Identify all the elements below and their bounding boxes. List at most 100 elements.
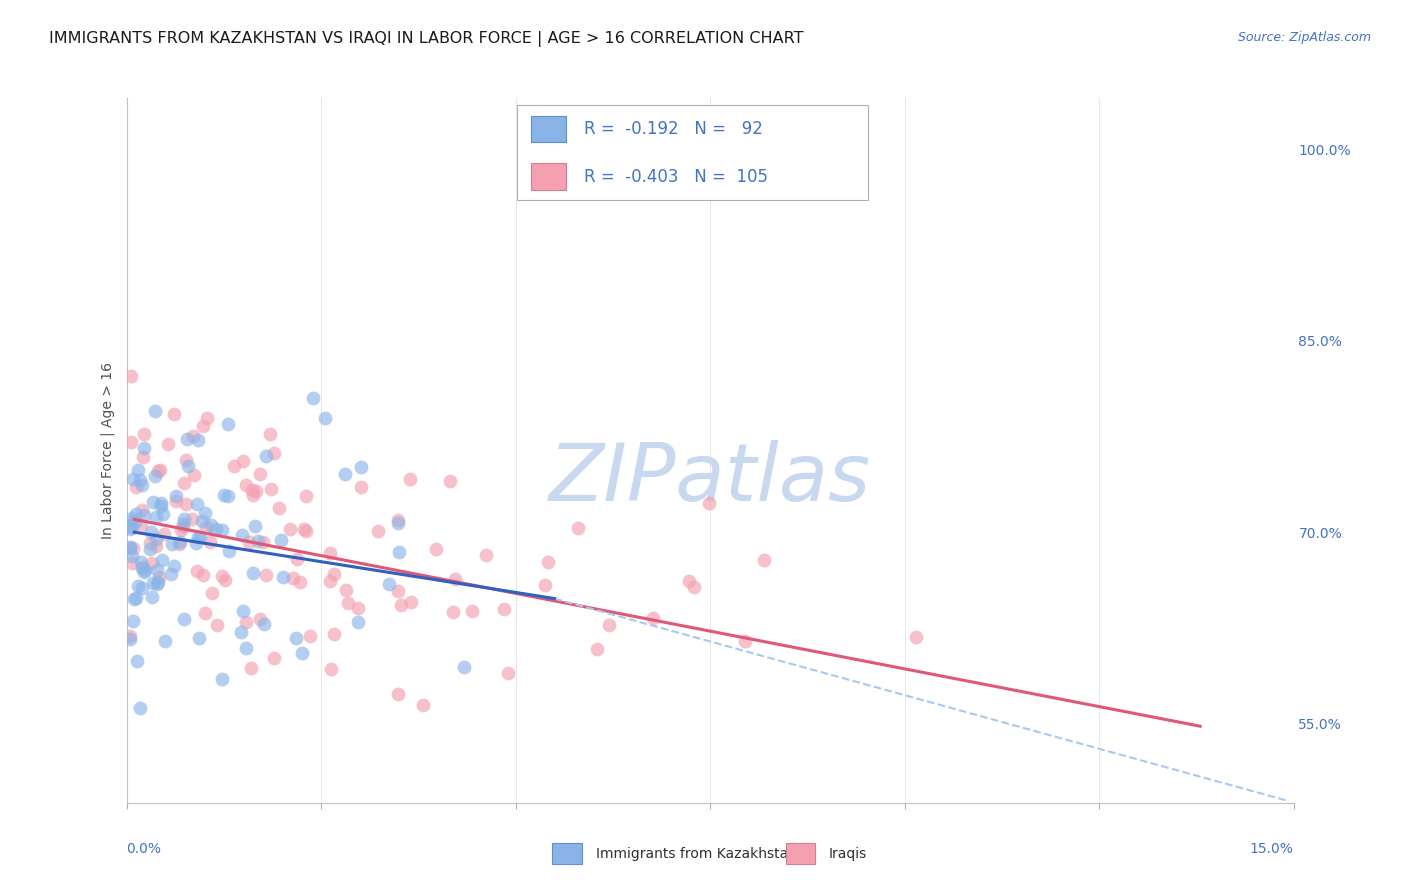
Point: [295, 489, 318, 503]
Point: [350, 460, 373, 475]
Point: [247, 533, 270, 548]
Point: [145, 510, 167, 524]
Point: [141, 524, 163, 539]
Point: [235, 615, 257, 630]
Text: ZIPatlas: ZIPatlas: [548, 440, 872, 517]
Point: [253, 617, 276, 632]
Point: [125, 507, 148, 521]
Point: [269, 501, 291, 516]
Point: [124, 480, 146, 494]
Point: [295, 524, 318, 538]
Y-axis label: In Labor Force | Age > 16: In Labor Force | Age > 16: [101, 362, 115, 539]
Point: [904, 630, 927, 644]
Point: [399, 594, 422, 608]
Point: [346, 600, 368, 615]
Point: [139, 541, 162, 556]
Point: [186, 564, 208, 578]
Point: [252, 534, 274, 549]
Bar: [553, 843, 582, 864]
Point: [291, 646, 314, 660]
Point: [177, 458, 200, 473]
Point: [643, 611, 665, 625]
Point: [534, 577, 557, 591]
Point: [157, 437, 180, 451]
Point: [132, 441, 155, 455]
Point: [125, 591, 148, 606]
Point: [205, 618, 228, 632]
Point: [319, 574, 342, 588]
Point: [586, 641, 609, 656]
Point: [283, 571, 305, 585]
Point: [218, 543, 240, 558]
Point: [129, 518, 152, 533]
Point: [153, 634, 176, 648]
Point: [211, 568, 233, 582]
Bar: [531, 116, 567, 142]
Point: [132, 560, 155, 574]
Point: [314, 411, 336, 425]
Point: [173, 512, 195, 526]
Point: [323, 627, 346, 641]
Point: [120, 629, 142, 643]
Text: IMMIGRANTS FROM KAZAKHSTAN VS IRAQI IN LABOR FORCE | AGE > 16 CORRELATION CHART: IMMIGRANTS FROM KAZAKHSTAN VS IRAQI IN L…: [49, 31, 804, 47]
Point: [222, 459, 245, 474]
Point: [121, 556, 143, 570]
Point: [350, 480, 373, 494]
Point: [494, 602, 516, 616]
Point: [145, 539, 167, 553]
Point: [389, 598, 412, 612]
Point: [194, 606, 217, 620]
Point: [146, 575, 169, 590]
Point: [121, 614, 143, 628]
Point: [232, 454, 254, 468]
Point: [145, 532, 167, 546]
Point: [129, 555, 152, 569]
Point: [260, 482, 283, 496]
Point: [120, 632, 142, 647]
Point: [235, 478, 257, 492]
Point: [319, 547, 342, 561]
Point: [131, 561, 153, 575]
Point: [183, 467, 205, 482]
Point: [270, 533, 292, 547]
Point: [678, 574, 700, 589]
Point: [263, 651, 285, 665]
Point: [165, 490, 187, 504]
Point: [148, 570, 170, 584]
Point: [254, 567, 277, 582]
Point: [537, 555, 560, 569]
Point: [240, 483, 263, 497]
Point: [212, 488, 235, 502]
Point: [195, 410, 218, 425]
Point: [231, 528, 253, 542]
Point: [149, 463, 172, 477]
Point: [242, 566, 264, 581]
Point: [169, 523, 191, 537]
Point: [141, 591, 163, 605]
Point: [188, 631, 211, 645]
Point: [191, 568, 214, 582]
Point: [302, 391, 325, 405]
Point: [131, 477, 153, 491]
Point: [496, 665, 519, 680]
Point: [335, 583, 357, 598]
Point: [245, 484, 267, 499]
Point: [285, 552, 308, 566]
Point: [146, 577, 169, 591]
Point: [232, 604, 254, 618]
Point: [388, 544, 411, 558]
Point: [120, 541, 142, 555]
Point: [412, 698, 434, 712]
Point: [180, 512, 202, 526]
Point: [201, 586, 224, 600]
Point: [453, 660, 475, 674]
Point: [682, 580, 704, 594]
Point: [278, 522, 301, 536]
Point: [214, 574, 236, 588]
Point: [271, 570, 294, 584]
Point: [474, 549, 496, 563]
Point: [186, 497, 208, 511]
Point: [122, 592, 145, 607]
Text: 15.0%: 15.0%: [1250, 841, 1294, 855]
Point: [143, 468, 166, 483]
